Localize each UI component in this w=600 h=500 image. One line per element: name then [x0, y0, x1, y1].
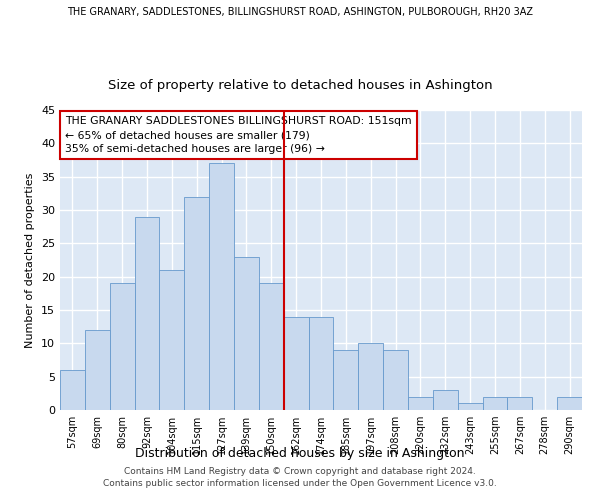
- Bar: [284, 316, 308, 410]
- Text: Contains HM Land Registry data © Crown copyright and database right 2024.
Contai: Contains HM Land Registry data © Crown c…: [103, 466, 497, 487]
- Bar: [134, 216, 160, 410]
- Bar: [458, 404, 482, 410]
- Bar: [433, 390, 458, 410]
- Bar: [209, 164, 234, 410]
- Text: THE GRANARY, SADDLESTONES, BILLINGSHURST ROAD, ASHINGTON, PULBOROUGH, RH20 3AZ: THE GRANARY, SADDLESTONES, BILLINGSHURST…: [67, 8, 533, 18]
- Y-axis label: Number of detached properties: Number of detached properties: [25, 172, 35, 348]
- Text: Size of property relative to detached houses in Ashington: Size of property relative to detached ho…: [107, 80, 493, 92]
- Bar: [60, 370, 85, 410]
- Bar: [482, 396, 508, 410]
- Bar: [334, 350, 358, 410]
- Bar: [160, 270, 184, 410]
- Bar: [85, 330, 110, 410]
- Bar: [184, 196, 209, 410]
- Bar: [259, 284, 284, 410]
- Bar: [383, 350, 408, 410]
- Bar: [234, 256, 259, 410]
- Bar: [557, 396, 582, 410]
- Bar: [358, 344, 383, 410]
- Bar: [308, 316, 334, 410]
- Bar: [508, 396, 532, 410]
- Text: Distribution of detached houses by size in Ashington: Distribution of detached houses by size …: [135, 448, 465, 460]
- Text: THE GRANARY SADDLESTONES BILLINGSHURST ROAD: 151sqm
← 65% of detached houses are: THE GRANARY SADDLESTONES BILLINGSHURST R…: [65, 116, 412, 154]
- Bar: [110, 284, 134, 410]
- Bar: [408, 396, 433, 410]
